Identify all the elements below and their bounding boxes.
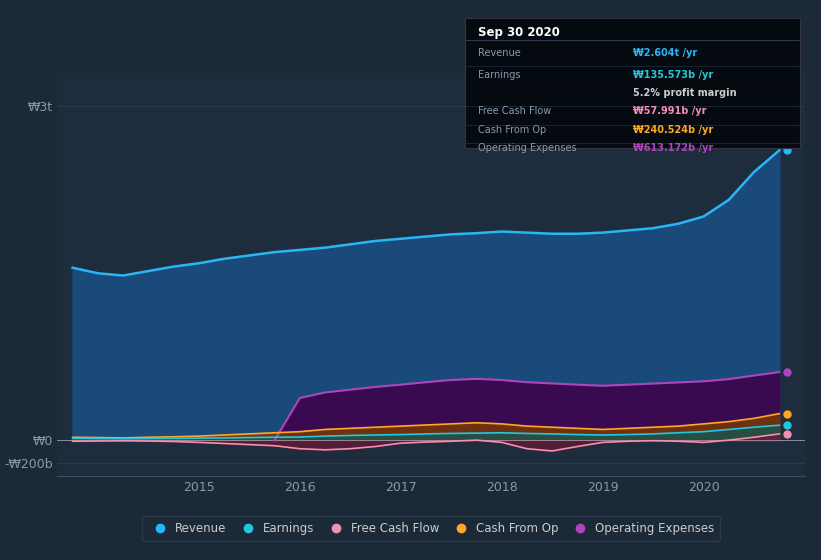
Text: Operating Expenses: Operating Expenses — [479, 143, 577, 153]
Text: ₩57.991b /yr: ₩57.991b /yr — [632, 106, 706, 116]
Text: 5.2% profit margin: 5.2% profit margin — [632, 88, 736, 98]
Text: Cash From Op: Cash From Op — [479, 124, 547, 134]
Text: ₩135.573b /yr: ₩135.573b /yr — [632, 70, 713, 80]
Legend: Revenue, Earnings, Free Cash Flow, Cash From Op, Operating Expenses: Revenue, Earnings, Free Cash Flow, Cash … — [142, 516, 720, 540]
Text: ₩240.524b /yr: ₩240.524b /yr — [632, 124, 713, 134]
Text: ₩2.604t /yr: ₩2.604t /yr — [632, 48, 697, 58]
Text: Sep 30 2020: Sep 30 2020 — [479, 26, 560, 39]
Text: Earnings: Earnings — [479, 70, 521, 80]
Text: ₩613.172b /yr: ₩613.172b /yr — [632, 143, 713, 153]
Text: Free Cash Flow: Free Cash Flow — [479, 106, 552, 116]
Text: Revenue: Revenue — [479, 48, 521, 58]
